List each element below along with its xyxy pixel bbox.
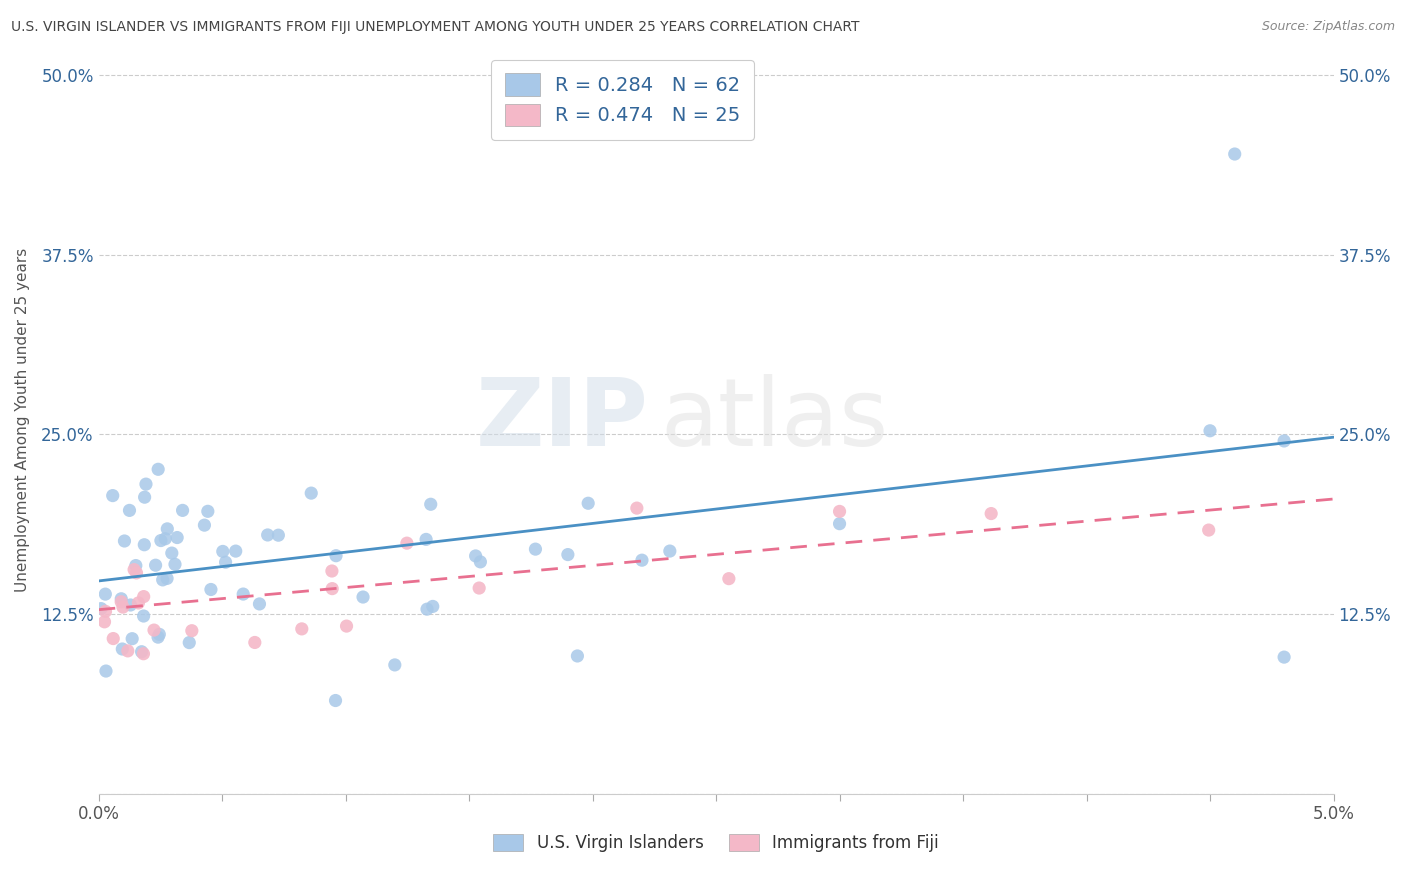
Point <box>249 597 271 611</box>
Legend: R = 0.284   N = 62, R = 0.474   N = 25: R = 0.284 N = 62, R = 0.474 N = 25 <box>491 60 754 139</box>
Point <box>127 596 149 610</box>
Point <box>325 549 347 563</box>
Point <box>415 533 437 547</box>
Point <box>131 645 153 659</box>
Point <box>267 528 290 542</box>
Y-axis label: Unemployment Among Youth under 25 years: Unemployment Among Youth under 25 years <box>15 248 30 592</box>
Point <box>225 544 247 558</box>
Point <box>90 601 112 615</box>
Point <box>828 516 851 531</box>
Point <box>422 599 444 614</box>
Point <box>146 462 169 476</box>
Point <box>101 489 124 503</box>
Point <box>416 602 439 616</box>
Point <box>299 486 322 500</box>
Point <box>557 548 579 562</box>
Point <box>193 518 215 533</box>
Point <box>1198 523 1220 537</box>
Point <box>145 558 167 573</box>
Point <box>143 623 166 637</box>
Point <box>419 497 441 511</box>
Point <box>325 693 347 707</box>
Point <box>980 507 1002 521</box>
Point <box>256 528 278 542</box>
Point <box>352 590 374 604</box>
Point <box>160 546 183 560</box>
Point <box>110 591 132 606</box>
Point <box>94 604 117 618</box>
Point <box>321 564 343 578</box>
Point <box>93 615 115 629</box>
Point <box>132 590 155 604</box>
Point <box>121 632 143 646</box>
Point <box>94 664 117 678</box>
Point <box>148 627 170 641</box>
Point <box>179 635 201 649</box>
Point <box>134 490 156 504</box>
Point <box>631 553 654 567</box>
Point <box>125 558 148 573</box>
Point <box>464 549 486 563</box>
Point <box>243 635 266 649</box>
Point <box>103 632 125 646</box>
Point <box>384 657 406 672</box>
Point <box>110 595 132 609</box>
Point <box>576 496 599 510</box>
Point <box>146 630 169 644</box>
Point <box>120 598 142 612</box>
Point <box>1272 650 1295 665</box>
Point <box>524 542 547 557</box>
Point <box>111 600 134 615</box>
Point <box>468 581 491 595</box>
Point <box>172 503 194 517</box>
Text: U.S. VIRGIN ISLANDER VS IMMIGRANTS FROM FIJI UNEMPLOYMENT AMONG YOUTH UNDER 25 Y: U.S. VIRGIN ISLANDER VS IMMIGRANTS FROM … <box>11 20 859 34</box>
Point <box>232 587 254 601</box>
Point <box>567 648 589 663</box>
Point <box>156 522 179 536</box>
Point <box>197 504 219 518</box>
Point <box>125 566 148 580</box>
Point <box>132 609 155 624</box>
Point <box>155 532 177 546</box>
Point <box>1223 147 1246 161</box>
Point <box>321 582 343 596</box>
Point <box>132 647 155 661</box>
Point <box>122 563 145 577</box>
Point <box>94 587 117 601</box>
Point <box>1199 424 1222 438</box>
Point <box>335 619 357 633</box>
Point <box>163 558 186 572</box>
Point <box>134 538 156 552</box>
Point <box>118 503 141 517</box>
Text: Source: ZipAtlas.com: Source: ZipAtlas.com <box>1261 20 1395 33</box>
Point <box>111 642 134 657</box>
Point <box>200 582 222 597</box>
Point <box>117 644 139 658</box>
Point <box>828 504 851 518</box>
Point <box>149 533 172 548</box>
Point <box>658 544 681 558</box>
Point <box>1272 434 1295 448</box>
Point <box>135 477 157 491</box>
Point <box>152 573 174 587</box>
Point <box>214 555 236 569</box>
Point <box>180 624 202 638</box>
Point <box>166 531 188 545</box>
Point <box>470 555 492 569</box>
Point <box>395 536 418 550</box>
Point <box>156 571 179 585</box>
Point <box>626 501 648 516</box>
Point <box>114 534 136 549</box>
Point <box>717 572 740 586</box>
Text: atlas: atlas <box>661 374 889 466</box>
Point <box>291 622 314 636</box>
Point <box>211 544 233 558</box>
Text: ZIP: ZIP <box>475 374 648 466</box>
